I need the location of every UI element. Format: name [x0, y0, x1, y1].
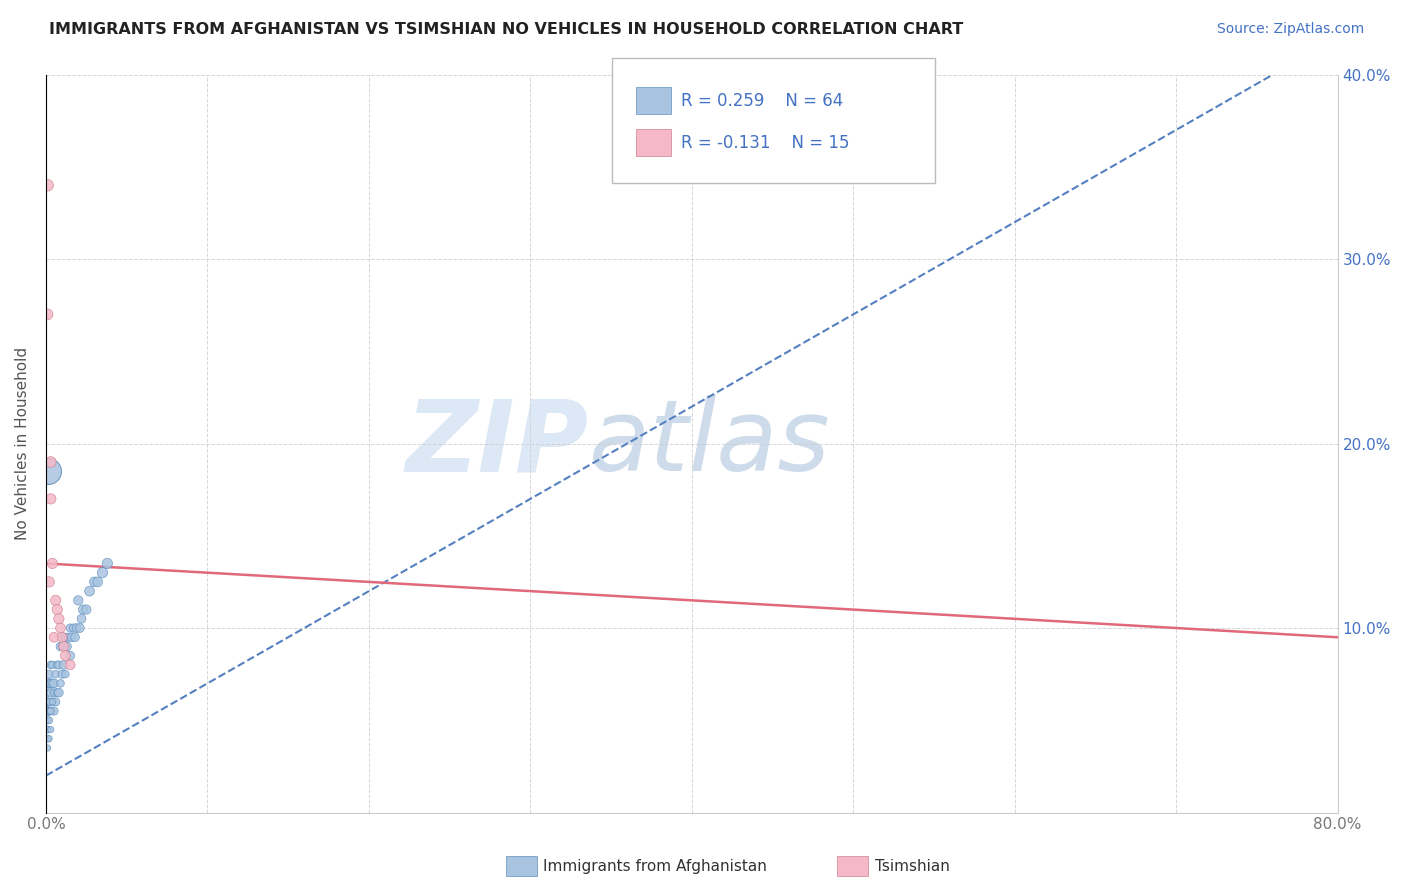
Point: [37, 685, 59, 699]
Point: [69, 621, 91, 635]
Point: [37, 178, 59, 193]
Point: [39, 455, 62, 469]
Point: [59, 648, 82, 663]
Point: [42, 676, 65, 690]
Point: [51, 667, 73, 681]
Point: [39, 657, 62, 672]
Point: [38, 574, 60, 589]
Point: [38, 713, 60, 727]
Text: R = -0.131    N = 15: R = -0.131 N = 15: [681, 134, 849, 152]
Point: [46, 657, 69, 672]
Point: [38, 704, 60, 718]
Point: [38, 695, 60, 709]
Point: [45, 667, 67, 681]
Point: [38, 667, 60, 681]
Point: [37, 713, 59, 727]
Point: [37, 464, 59, 478]
Point: [46, 685, 69, 699]
Point: [79, 584, 101, 599]
Point: [51, 640, 73, 654]
Text: IMMIGRANTS FROM AFGHANISTAN VS TSIMSHIAN NO VEHICLES IN HOUSEHOLD CORRELATION CH: IMMIGRANTS FROM AFGHANISTAN VS TSIMSHIAN…: [49, 22, 963, 37]
Point: [37, 307, 59, 321]
Point: [37, 695, 59, 709]
Point: [49, 621, 72, 635]
Point: [62, 621, 84, 635]
Point: [39, 723, 62, 737]
Text: Source: ZipAtlas.com: Source: ZipAtlas.com: [1216, 22, 1364, 37]
Point: [37, 704, 59, 718]
Point: [49, 676, 72, 690]
Point: [72, 602, 94, 616]
Point: [41, 695, 63, 709]
Point: [37, 676, 59, 690]
Point: [59, 657, 82, 672]
Point: [60, 630, 83, 644]
Text: Tsimshian: Tsimshian: [875, 859, 949, 873]
Point: [37, 723, 59, 737]
Point: [39, 491, 62, 506]
Point: [52, 657, 75, 672]
Point: [38, 676, 60, 690]
Point: [42, 685, 65, 699]
Point: [39, 704, 62, 718]
Point: [39, 685, 62, 699]
Point: [45, 695, 67, 709]
Point: [53, 648, 76, 663]
Point: [51, 630, 73, 644]
Point: [70, 612, 93, 626]
Point: [86, 574, 108, 589]
Point: [91, 566, 114, 580]
Point: [37, 713, 59, 727]
Point: [49, 640, 72, 654]
Point: [37, 704, 59, 718]
Point: [52, 640, 75, 654]
Point: [66, 621, 89, 635]
Point: [41, 695, 63, 709]
Point: [67, 593, 90, 607]
Point: [46, 602, 69, 616]
Text: ZIP: ZIP: [405, 395, 589, 492]
Point: [39, 704, 62, 718]
Text: Immigrants from Afghanistan: Immigrants from Afghanistan: [543, 859, 766, 873]
Y-axis label: No Vehicles in Household: No Vehicles in Household: [15, 347, 30, 540]
Point: [48, 685, 70, 699]
Point: [38, 704, 60, 718]
Point: [37, 731, 59, 746]
Point: [53, 630, 76, 644]
Point: [53, 667, 76, 681]
Point: [38, 695, 60, 709]
Point: [96, 557, 118, 571]
Point: [42, 630, 65, 644]
Text: atlas: atlas: [589, 395, 830, 492]
Point: [59, 621, 82, 635]
Point: [48, 657, 70, 672]
Point: [45, 593, 67, 607]
Point: [42, 704, 65, 718]
Point: [58, 630, 80, 644]
Point: [63, 630, 86, 644]
Text: R = 0.259    N = 64: R = 0.259 N = 64: [681, 92, 842, 110]
Point: [52, 630, 75, 644]
Point: [41, 557, 63, 571]
Point: [75, 602, 97, 616]
Point: [37, 723, 59, 737]
Point: [41, 657, 63, 672]
Point: [38, 731, 60, 746]
Point: [37, 741, 59, 756]
Point: [39, 676, 62, 690]
Point: [41, 676, 63, 690]
Point: [48, 612, 70, 626]
Point: [56, 640, 79, 654]
Point: [83, 574, 105, 589]
